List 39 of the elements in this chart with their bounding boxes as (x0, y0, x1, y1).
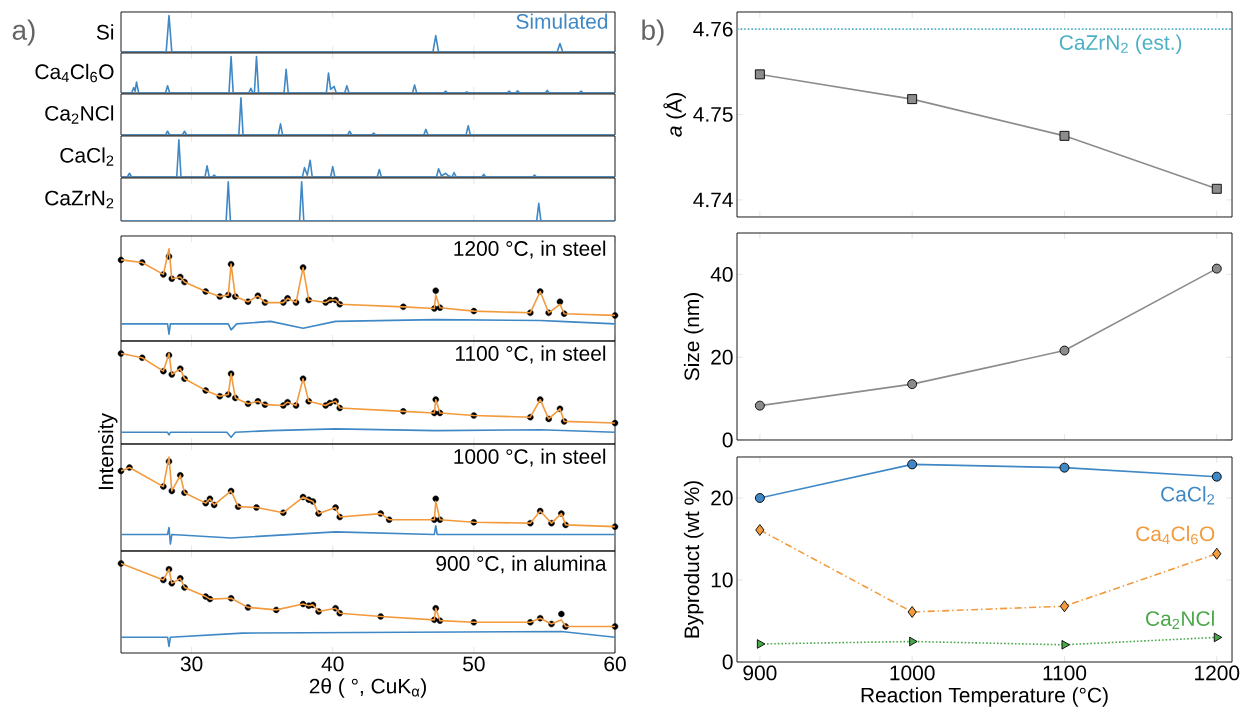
chart-title: 1000 °C, in steel (454, 448, 606, 467)
x-axis-title: 2θ ( °, CuK$_{α}$) (309, 678, 426, 698)
y-tick-label: 40 (710, 266, 733, 282)
text: b) (642, 19, 664, 46)
x-tick-label: 1200 (1195, 665, 1240, 681)
y-axis-title: Ca$_{4}$Cl$_{6}$O (35, 63, 114, 83)
x-tick-label: 1100 (1043, 665, 1087, 681)
y-axis-title: Si (96, 24, 114, 40)
y-tick-label: 4.74 (693, 192, 733, 208)
y-axis-title: Size (nm) (683, 293, 704, 381)
x-tick-label: 40 (321, 656, 344, 672)
y-tick-label: 0 (722, 654, 733, 670)
ref-line-label: CaZrN$_{2}$ (est.) (1059, 34, 1182, 55)
x-tick-label: 900 (743, 665, 777, 681)
y-tick-label: 20 (711, 490, 733, 506)
annotation: Simulated (516, 13, 608, 29)
x-tick-label: 60 (604, 656, 626, 672)
chart-title: 1200 °C, in steel (454, 240, 606, 259)
chart-title: 1100 °C, in steel (455, 345, 606, 364)
series-label: Ca$_{2}$NCl (1146, 610, 1214, 629)
y-axis-title: a (Å) (663, 93, 686, 137)
y-axis-title: Byproduct (wt %) (683, 481, 704, 638)
chart-title: 900 °C, in alumina (436, 555, 607, 574)
y-axis-title: Ca$_{2}$NCl (45, 105, 114, 124)
text: a) (12, 19, 35, 46)
y-tick-label: 20 (711, 349, 733, 365)
y-axis-title: CaCl$_{2}$ (60, 147, 114, 166)
y-axis-title: CaZrN$_{2}$ (45, 190, 114, 209)
series-label: Ca$_{4}$Cl$_{6}$O (1136, 525, 1215, 545)
y-axis-title: Intensity (97, 413, 118, 490)
y-tick-label: 0 (722, 432, 733, 448)
y-tick-label: 10 (711, 572, 733, 588)
x-tick-label: 50 (463, 656, 485, 672)
x-axis-title: Reaction Temperature (°C) (861, 687, 1108, 707)
series-label: CaCl$_{2}$ (1161, 486, 1215, 505)
y-tick-label: 4.75 (693, 107, 733, 122)
x-tick-label: 1000 (890, 665, 935, 681)
x-tick-label: 30 (180, 656, 203, 672)
y-tick-label: 4.76 (693, 21, 733, 37)
